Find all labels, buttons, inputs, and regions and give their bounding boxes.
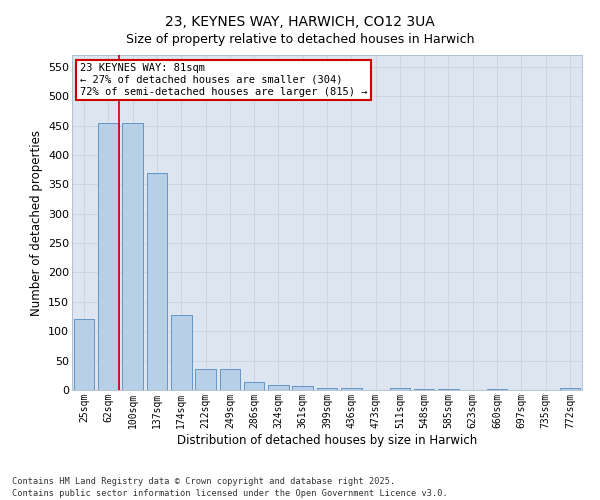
Text: 23, KEYNES WAY, HARWICH, CO12 3UA: 23, KEYNES WAY, HARWICH, CO12 3UA: [165, 15, 435, 29]
Bar: [74, 320, 94, 390]
Bar: [268, 386, 289, 390]
Bar: [317, 388, 337, 390]
Bar: [341, 388, 362, 390]
X-axis label: Distribution of detached houses by size in Harwich: Distribution of detached houses by size …: [177, 434, 477, 446]
Bar: [560, 388, 580, 390]
Bar: [146, 172, 167, 390]
Text: Size of property relative to detached houses in Harwich: Size of property relative to detached ho…: [126, 32, 474, 46]
Bar: [122, 122, 143, 390]
Bar: [389, 388, 410, 390]
Bar: [244, 382, 265, 390]
Text: Contains HM Land Registry data © Crown copyright and database right 2025.
Contai: Contains HM Land Registry data © Crown c…: [12, 476, 448, 498]
Bar: [195, 370, 216, 390]
Bar: [220, 370, 240, 390]
Text: 23 KEYNES WAY: 81sqm
← 27% of detached houses are smaller (304)
72% of semi-deta: 23 KEYNES WAY: 81sqm ← 27% of detached h…: [80, 64, 367, 96]
Y-axis label: Number of detached properties: Number of detached properties: [29, 130, 43, 316]
Bar: [171, 315, 191, 390]
Bar: [292, 386, 313, 390]
Bar: [98, 122, 119, 390]
